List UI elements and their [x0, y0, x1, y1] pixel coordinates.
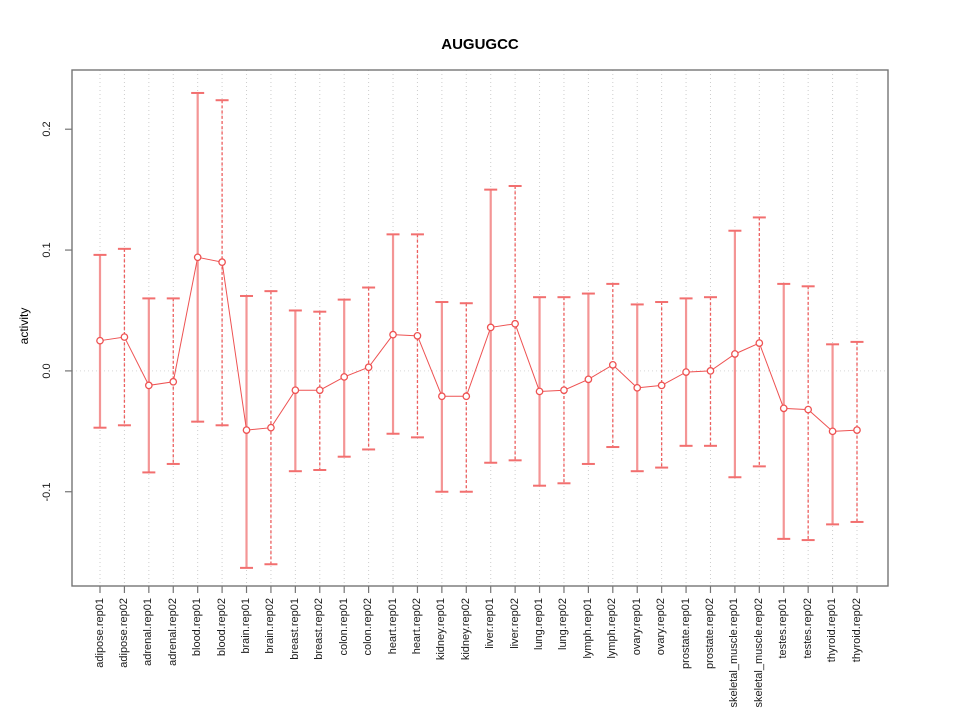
data-point	[657, 381, 666, 390]
data-point	[413, 332, 422, 340]
x-tick-label: heart.rep02	[410, 598, 423, 655]
x-tick-label: brain.rep01	[240, 598, 253, 654]
plot-border	[71, 69, 889, 587]
data-point	[804, 405, 813, 414]
data-point	[315, 386, 324, 395]
x-tick-label: liver.rep01	[484, 598, 497, 649]
x-tick-label: ovary.rep02	[655, 598, 668, 656]
data-point	[608, 361, 617, 369]
data-point	[731, 350, 739, 358]
data-point	[828, 427, 837, 436]
series-line	[99, 256, 858, 432]
x-tick-label: skeletal_muscle.rep02	[752, 598, 765, 708]
x-tick-label: ovary.rep01	[630, 598, 643, 656]
y-tick-label: -0.1	[41, 482, 53, 502]
data-point	[853, 426, 861, 434]
x-tick-label: brain.rep02	[264, 598, 277, 654]
x-tick-label: thyroid.rep01	[826, 598, 839, 663]
x-tick-label: liver.rep02	[508, 598, 521, 649]
y-tick-label: 0.2	[41, 121, 53, 137]
x-tick-label: blood.rep02	[215, 598, 228, 657]
data-point	[267, 423, 275, 432]
data-point	[291, 386, 300, 395]
chart-title: AUGUGCC	[441, 36, 519, 53]
data-point	[584, 375, 593, 384]
data-point	[120, 333, 129, 341]
data-point	[706, 367, 715, 375]
x-tick-label: prostate.rep01	[679, 598, 692, 669]
data-point	[218, 258, 226, 266]
data-point	[340, 373, 349, 381]
x-tick-label: breast.rep02	[313, 598, 326, 660]
data-point	[633, 383, 642, 392]
data-point	[486, 323, 495, 332]
data-point	[779, 404, 788, 413]
data-point	[560, 386, 568, 395]
data-point	[682, 368, 690, 376]
data-point	[462, 392, 471, 401]
data-point	[535, 387, 544, 396]
x-tick-label: heart.rep01	[386, 598, 399, 655]
x-tick-label: adrenal.rep01	[142, 598, 155, 666]
x-tick-label: adipose.rep02	[117, 598, 130, 668]
x-tick-label: testes.rep01	[777, 598, 790, 659]
x-tick-label: kidney.rep02	[459, 598, 472, 661]
data-point	[389, 330, 397, 339]
x-tick-label: lymph.rep01	[581, 598, 594, 659]
y-tick-label: 0.1	[41, 242, 53, 258]
x-tick-label: colon.rep01	[337, 598, 350, 656]
data-point	[144, 381, 153, 390]
data-point	[511, 319, 519, 328]
x-tick-label: kidney.rep01	[435, 598, 448, 661]
x-tick-label: blood.rep01	[191, 598, 204, 657]
x-tick-label: colon.rep02	[362, 598, 375, 656]
x-tick-label: lung.rep02	[557, 598, 570, 650]
x-tick-label: thyroid.rep02	[850, 598, 863, 663]
x-tick-label: lung.rep01	[533, 598, 546, 650]
x-tick-label: breast.rep01	[288, 598, 301, 660]
x-tick-label: adrenal.rep02	[166, 598, 179, 666]
x-tick-label: adipose.rep01	[93, 598, 106, 668]
data-point	[364, 363, 373, 372]
x-tick-label: prostate.rep02	[703, 598, 716, 669]
data-point	[169, 377, 178, 386]
y-tick-label: 0.0	[41, 363, 53, 379]
data-point	[438, 392, 446, 401]
x-tick-label: skeletal_muscle.rep01	[728, 598, 741, 708]
data-point	[755, 339, 764, 347]
data-point	[193, 253, 202, 262]
x-tick-label: testes.rep02	[801, 598, 814, 659]
data-point	[96, 336, 104, 345]
x-tick-label: lymph.rep02	[606, 598, 619, 659]
data-point	[242, 426, 251, 434]
